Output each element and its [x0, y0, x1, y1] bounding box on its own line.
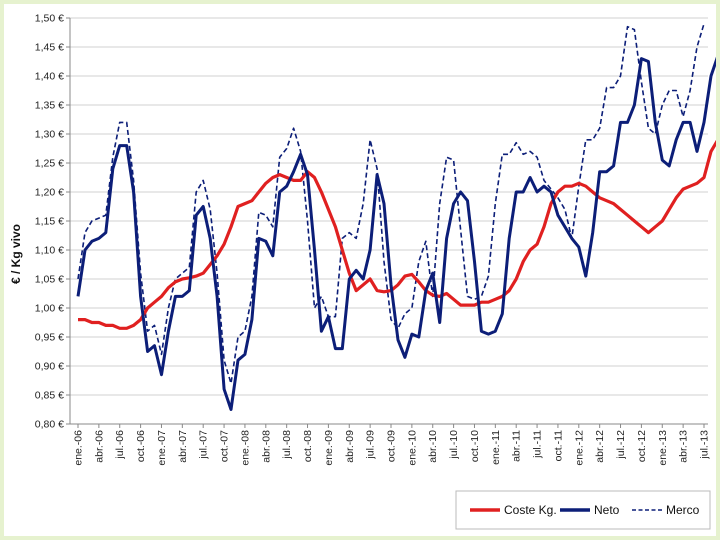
- y-tick-label: 1,45 €: [35, 42, 64, 54]
- x-tick-label: oct.-12: [636, 430, 648, 462]
- x-tick-label: abr.-10: [427, 430, 439, 463]
- y-tick-label: 1,50 €: [35, 13, 64, 25]
- x-tick-label: abr.-08: [260, 430, 272, 463]
- x-axis-ticks: ene.-06 abr.-06 jul.-06 oct.-06 ene.-07 abr.-…: [73, 424, 711, 466]
- gridlines: [70, 17, 708, 396]
- x-tick-label: jul.-12: [615, 430, 627, 460]
- x-tick-label: ene.-12: [573, 430, 585, 466]
- legend-label-coste: Coste Kg.: [504, 503, 557, 517]
- legend: Coste Kg. Neto Merco: [455, 490, 711, 530]
- chart-frame: 0,80 € 0,85 € 0,90 € 0,95 € 1,00 € 1,05 € 1,10…: [4, 4, 716, 536]
- y-tick-label: 1,00 €: [35, 303, 64, 315]
- series-line-neto: [76, 56, 716, 411]
- series-lines: [76, 23, 716, 411]
- x-tick-label: abr.-09: [344, 430, 356, 463]
- x-tick-label: abr.-07: [177, 430, 189, 463]
- x-tick-label: jul.-13: [699, 430, 711, 460]
- x-tick-label: ene.-10: [406, 430, 418, 466]
- x-tick-label: ene.-09: [323, 430, 335, 466]
- x-tick-label: oct.-09: [386, 430, 398, 462]
- line-chart: 0,80 € 0,85 € 0,90 € 0,95 € 1,00 € 1,05 € 1,10…: [9, 13, 716, 530]
- x-tick-label: ene.-07: [156, 430, 168, 466]
- y-tick-label: 1,05 €: [35, 274, 64, 286]
- x-tick-label: ene.-11: [490, 430, 502, 465]
- y-tick-label: 1,35 €: [35, 100, 64, 112]
- x-tick-label: ene.-13: [657, 430, 669, 466]
- x-tick-label: oct.-08: [302, 430, 314, 462]
- y-tick-label: 0,95 €: [35, 332, 64, 344]
- x-tick-label: oct.-06: [135, 430, 147, 462]
- y-tick-label: 1,30 €: [35, 129, 64, 141]
- y-tick-label: 1,10 €: [35, 245, 64, 257]
- y-tick-label: 1,25 €: [35, 158, 64, 170]
- x-tick-label: jul.-07: [198, 430, 210, 460]
- x-tick-label: jul.-11: [532, 430, 544, 459]
- y-tick-label: 1,40 €: [35, 71, 64, 83]
- x-tick-label: jul.-09: [365, 430, 377, 460]
- x-tick-label: jul.-08: [281, 430, 293, 460]
- y-tick-label: 1,15 €: [35, 216, 64, 228]
- y-axis-ticks: 0,80 € 0,85 € 0,90 € 0,95 € 1,00 € 1,05 € 1,10…: [35, 13, 70, 431]
- y-axis-label: € / Kg vivo: [9, 224, 23, 284]
- x-tick-label: abr.-13: [678, 430, 690, 463]
- x-tick-label: ene.-06: [73, 430, 85, 466]
- x-tick-label: jul.-10: [448, 430, 460, 460]
- x-tick-label: oct.-07: [219, 430, 231, 462]
- x-tick-label: oct.-10: [469, 430, 481, 462]
- series-line-coste-kg: [78, 139, 716, 330]
- series-line-merco: [77, 23, 705, 385]
- x-tick-label: jul.-06: [114, 430, 126, 460]
- y-tick-label: 0,80 €: [35, 419, 64, 431]
- legend-label-neto: Neto: [594, 503, 620, 517]
- y-tick-label: 0,85 €: [35, 390, 64, 402]
- x-tick-label: ene.-08: [239, 430, 251, 466]
- x-tick-label: abr.-12: [594, 430, 606, 463]
- y-tick-label: 1,20 €: [35, 187, 64, 199]
- y-tick-label: 0,90 €: [35, 361, 64, 373]
- legend-label-merco: Merco: [666, 503, 700, 517]
- x-tick-label: abr.-06: [93, 430, 105, 463]
- x-tick-label: abr.-11: [511, 430, 523, 462]
- x-tick-label: oct.-11: [552, 430, 564, 461]
